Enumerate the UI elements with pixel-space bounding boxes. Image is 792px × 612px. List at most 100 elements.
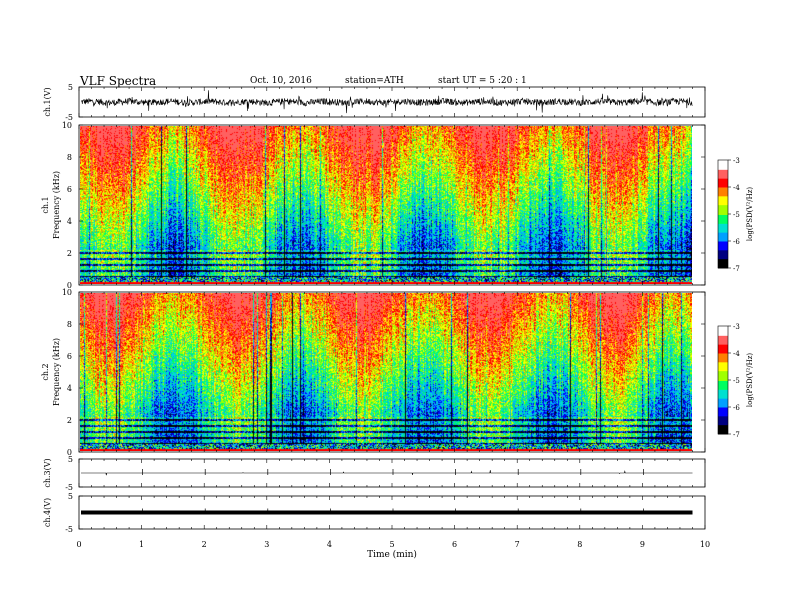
colorbar-tick-label: -7 (733, 431, 740, 439)
colorbar-tick-label: -4 (733, 350, 740, 358)
colorbar-cell (718, 355, 728, 357)
colorbar-cell (718, 172, 728, 175)
y-tick-label: -5 (65, 525, 73, 534)
y-tick-label: 8 (67, 153, 72, 162)
x-tick-label: 9 (640, 540, 645, 549)
colorbar-cell (718, 162, 728, 165)
colorbar-cell (718, 195, 728, 197)
colorbar-cell (718, 367, 728, 369)
colorbar-cell (718, 227, 728, 230)
colorbar-tick-label: -3 (733, 323, 740, 331)
colorbar-cell (718, 257, 728, 259)
spectrogram-image (80, 126, 692, 284)
colorbar-cell (718, 263, 728, 265)
colorbar-cell (718, 429, 728, 431)
colorbar-cell (718, 221, 728, 224)
colorbar-cell (718, 427, 728, 429)
colorbar-cell (718, 222, 728, 225)
colorbar-cell (718, 354, 728, 356)
colorbar-cell (718, 170, 728, 173)
colorbar-cell (718, 369, 728, 371)
y-axis-label: ch.3(V) (43, 458, 52, 487)
y-axis-label-frequency: Frequency (kHz) (52, 171, 61, 239)
colorbar-cell (718, 401, 728, 404)
colorbar-cell (718, 347, 728, 350)
colorbar-cell (718, 415, 728, 417)
colorbar-cell (718, 363, 728, 365)
station-label: station=ATH (345, 76, 404, 86)
colorbar-cell (718, 414, 728, 416)
colorbar-cell (718, 370, 728, 372)
colorbar-cell (718, 390, 728, 393)
colorbar-cell (718, 424, 728, 426)
colorbar-cell (718, 213, 728, 215)
colorbar-cell (718, 248, 728, 250)
colorbar-cell (718, 327, 728, 330)
colorbar-cell (718, 402, 728, 405)
x-tick-label: 6 (452, 540, 457, 549)
colorbar-cell (718, 396, 728, 399)
colorbar-cell (718, 192, 728, 194)
colorbar-cell (718, 166, 728, 169)
colorbar-cell (718, 361, 728, 363)
colorbar-cell (718, 189, 728, 191)
colorbar-cell (718, 165, 728, 168)
colorbar-cell (718, 358, 728, 360)
colorbar-cell (718, 232, 728, 235)
colorbar-cell (718, 242, 728, 244)
colorbar-cell (718, 187, 728, 189)
colorbar-cell (718, 203, 728, 205)
colorbar-cell (718, 342, 728, 345)
colorbar-cell (718, 247, 728, 249)
colorbar-cell (718, 198, 728, 200)
colorbar-cell (718, 331, 728, 334)
colorbar-cell (718, 237, 728, 240)
colorbar-label: log(PSD(V²/Hz) (746, 353, 754, 408)
colorbar-tick-label: -7 (733, 265, 740, 273)
colorbar-cell (718, 385, 728, 388)
colorbar-cell (718, 419, 728, 421)
colorbar-cell (718, 339, 728, 342)
colorbar-cell (718, 421, 728, 423)
colorbar-cell (718, 214, 728, 216)
colorbar-cell (718, 207, 728, 209)
y-tick-label: 0 (67, 281, 72, 290)
colorbar-cell (718, 262, 728, 264)
colorbar-cell (718, 365, 728, 367)
colorbar-cell (718, 418, 728, 420)
colorbar-cell (718, 372, 728, 374)
colorbar-cell (718, 386, 728, 389)
colorbar-cell (718, 253, 728, 255)
colorbar-cell (718, 212, 728, 214)
ch4-waveform-panel: 5 -5 ch.4(V) (43, 492, 706, 534)
colorbar-cell (718, 188, 728, 190)
colorbar-cell (718, 174, 728, 177)
colorbar-cell (718, 206, 728, 208)
colorbar-cell (718, 423, 728, 425)
colorbar-cell (718, 266, 728, 268)
colorbar-cell (718, 197, 728, 199)
colorbar-cell (718, 328, 728, 331)
y-axis-label-line: ch.4(V) (43, 498, 52, 527)
colorbar-label: log(PSD(V²/Hz) (746, 187, 754, 242)
colorbar-cell (718, 183, 728, 186)
colorbar-cell (718, 245, 728, 247)
colorbar-cell (718, 244, 728, 246)
colorbar-cell (718, 326, 728, 328)
waveform-trace (80, 90, 693, 114)
x-tick-label: 10 (700, 540, 710, 549)
y-axis-label-channel: ch.2 (41, 363, 50, 380)
colorbar-cell (718, 420, 728, 422)
colorbar-cell (718, 408, 728, 410)
colorbar-cell (718, 169, 728, 172)
colorbar-cell (718, 238, 728, 241)
y-axis-label: ch.4(V) (43, 498, 52, 527)
colorbar-cell (718, 393, 728, 396)
colorbar-cell (718, 250, 728, 252)
x-tick-label: 8 (577, 540, 582, 549)
colorbar-cell (718, 382, 728, 385)
colorbar-cell (718, 329, 728, 332)
y-axis-label-line: ch.3(V) (43, 458, 52, 487)
colorbar-cell (718, 346, 728, 349)
colorbar-cell (718, 412, 728, 414)
